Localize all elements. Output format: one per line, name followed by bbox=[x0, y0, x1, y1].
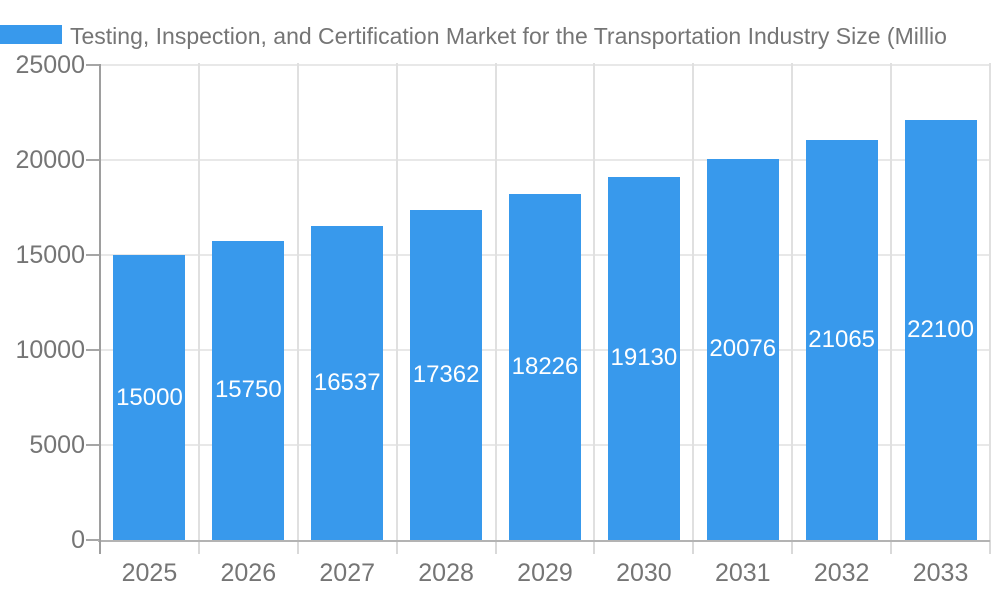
bar bbox=[113, 255, 186, 540]
x-tick-label: 2025 bbox=[121, 559, 178, 587]
y-axis-tick bbox=[86, 254, 100, 256]
gridline-vertical bbox=[197, 63, 200, 540]
x-tick-label: 2027 bbox=[319, 559, 376, 587]
bar-value-label: 15000 bbox=[116, 383, 183, 411]
x-axis-tick bbox=[296, 540, 299, 554]
y-axis-line bbox=[99, 64, 101, 554]
bar-value-label: 19130 bbox=[610, 344, 678, 372]
y-axis-tick bbox=[86, 159, 100, 161]
x-axis-tick bbox=[791, 540, 794, 554]
x-tick-label: 2031 bbox=[714, 559, 771, 587]
x-tick-label: 2030 bbox=[616, 559, 672, 587]
bar bbox=[311, 225, 384, 540]
x-tick-label: 2028 bbox=[418, 559, 474, 587]
bar bbox=[706, 158, 779, 540]
bar-value-label: 17362 bbox=[412, 361, 480, 389]
chart-title: Testing, Inspection, and Certification M… bbox=[70, 23, 947, 49]
y-axis-tick bbox=[86, 349, 100, 351]
gridline-horizontal bbox=[100, 64, 990, 66]
y-tick-label: 0 bbox=[71, 526, 85, 554]
gridline-vertical bbox=[890, 63, 893, 540]
gridline-vertical bbox=[692, 63, 695, 540]
bar bbox=[805, 139, 878, 540]
x-tick-label: 2026 bbox=[220, 559, 277, 587]
bar bbox=[904, 120, 977, 540]
x-axis-tick bbox=[692, 540, 695, 554]
bar-value-label: 18226 bbox=[511, 352, 579, 380]
gridline-vertical bbox=[989, 63, 991, 540]
gridline-vertical bbox=[296, 63, 299, 540]
y-tick-label: 10000 bbox=[15, 336, 85, 364]
x-tick-label: 2029 bbox=[517, 559, 573, 587]
x-axis-line bbox=[98, 540, 990, 542]
x-axis-tick bbox=[989, 540, 991, 554]
x-axis-tick bbox=[395, 540, 398, 554]
x-axis-tick bbox=[593, 540, 596, 554]
gridline-vertical bbox=[494, 63, 497, 540]
bar bbox=[410, 210, 483, 540]
gridline-horizontal bbox=[100, 159, 990, 161]
x-tick-label: 2032 bbox=[813, 559, 870, 587]
y-axis-tick bbox=[86, 64, 100, 66]
bar-value-label: 15750 bbox=[214, 376, 282, 404]
legend-swatch-icon bbox=[0, 25, 62, 44]
bar bbox=[607, 176, 680, 540]
bar-value-label: 22100 bbox=[907, 316, 974, 344]
gridline-vertical bbox=[395, 63, 398, 540]
gridline-vertical bbox=[791, 63, 794, 540]
x-axis-tick bbox=[197, 540, 200, 554]
bar-value-label: 20076 bbox=[709, 335, 777, 363]
y-tick-label: 15000 bbox=[15, 241, 85, 269]
bar bbox=[212, 240, 285, 540]
y-tick-label: 25000 bbox=[15, 51, 85, 79]
bar-value-label: 21065 bbox=[808, 325, 876, 353]
bar bbox=[509, 193, 581, 540]
y-tick-label: 20000 bbox=[15, 146, 85, 174]
x-axis-tick bbox=[890, 540, 893, 554]
y-axis-tick bbox=[86, 539, 100, 541]
y-axis-tick bbox=[86, 444, 100, 446]
x-axis-tick bbox=[494, 540, 497, 554]
gridline-vertical bbox=[593, 63, 596, 540]
y-tick-label: 5000 bbox=[29, 431, 85, 459]
x-tick-label: 2033 bbox=[912, 559, 969, 587]
bar-value-label: 16537 bbox=[313, 368, 381, 396]
